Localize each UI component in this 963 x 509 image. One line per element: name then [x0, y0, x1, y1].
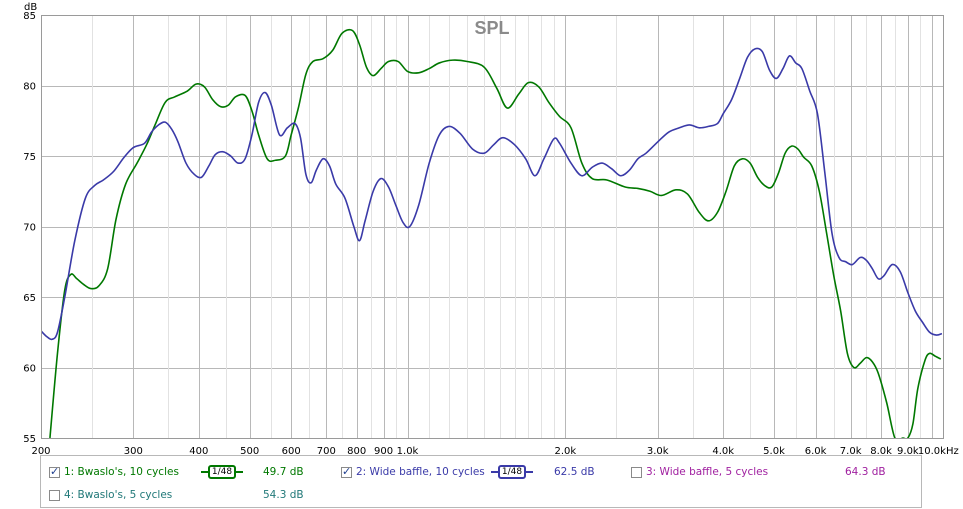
y-tick-label: 65: [23, 293, 36, 304]
y-tick-label: 80: [23, 82, 36, 93]
legend-level-3: 64.3 dB: [845, 466, 886, 478]
x-tick-label: 10.0k: [918, 446, 946, 455]
x-tick-label: 900: [374, 446, 393, 455]
legend-label-1: 1: Bwaslo's, 10 cycles: [64, 466, 179, 478]
legend: 1: Bwaslo's, 10 cycles 1/48 49.7 dB 2: W…: [40, 455, 922, 508]
legend-item-4: 4: Bwaslo's, 5 cycles: [49, 486, 172, 504]
x-tick-label: 9.0k: [897, 446, 919, 455]
x-tick-label: 400: [189, 446, 208, 455]
legend-checkbox-2[interactable]: [341, 465, 352, 478]
x-tick-label: 2.0k: [555, 446, 577, 455]
x-tick-label: 600: [282, 446, 301, 455]
x-tick-label: 6.0k: [805, 446, 827, 455]
series-line-1: [49, 28, 942, 438]
y-tick-label: 70: [23, 223, 36, 234]
plot-area[interactable]: [41, 15, 943, 438]
series-line-2: [41, 47, 943, 341]
legend-level-4: 54.3 dB: [263, 489, 304, 501]
x-tick-label: 8.0k: [870, 446, 892, 455]
legend-level-1: 49.7 dB: [263, 466, 304, 478]
x-tick-label: 3.0k: [647, 446, 669, 455]
x-tick-label: 200: [31, 446, 50, 455]
legend-checkbox-1[interactable]: [49, 465, 60, 478]
x-tick-label: 5.0k: [763, 446, 785, 455]
x-tick-label: 7.0k: [840, 446, 862, 455]
spl-chart: 55 60 65 70 75 80 85 200 300 400 500 600 700 800 900 1.…: [23, 2, 959, 455]
chart-title: SPL: [474, 18, 509, 38]
y-tick-label: 55: [23, 434, 36, 445]
legend-label-2: 2: Wide baffle, 10 cycles: [356, 466, 485, 478]
legend-item-2: 2: Wide baffle, 10 cycles: [341, 463, 485, 481]
x-tick-label: 1.0k: [397, 446, 419, 455]
y-tick-label: 75: [23, 152, 36, 163]
y-axis-label: dB: [24, 2, 37, 13]
legend-item-3: 3: Wide baffle, 5 cycles: [631, 463, 768, 481]
x-tick-label: 300: [124, 446, 143, 455]
series-layer: [41, 28, 943, 438]
y-tick-label: 85: [23, 11, 36, 22]
x-axis-unit: Hz: [946, 446, 959, 455]
legend-label-3: 3: Wide baffle, 5 cycles: [646, 466, 769, 478]
grid: [41, 15, 943, 439]
smoothing-label-2: 1/48: [498, 465, 526, 479]
legend-level-2: 62.5 dB: [554, 466, 595, 478]
x-tick-label: 500: [240, 446, 259, 455]
smoothing-label-1: 1/48: [208, 465, 236, 479]
legend-item-1: 1: Bwaslo's, 10 cycles: [49, 463, 179, 481]
y-tick-label: 60: [23, 364, 36, 375]
x-tick-label: 700: [317, 446, 336, 455]
legend-label-4: 4: Bwaslo's, 5 cycles: [64, 489, 173, 501]
axis-labels: 55 60 65 70 75 80 85 200 300 400 500 600 700 800 900 1.…: [23, 11, 946, 455]
smoothing-button-1[interactable]: 1/48: [201, 465, 243, 479]
legend-checkbox-4[interactable]: [49, 489, 60, 501]
smoothing-button-2[interactable]: 1/48: [491, 465, 533, 479]
x-tick-label: 800: [347, 446, 366, 455]
legend-checkbox-3[interactable]: [631, 466, 642, 478]
plot-frame: [41, 15, 944, 439]
x-tick-label: 4.0k: [712, 446, 734, 455]
